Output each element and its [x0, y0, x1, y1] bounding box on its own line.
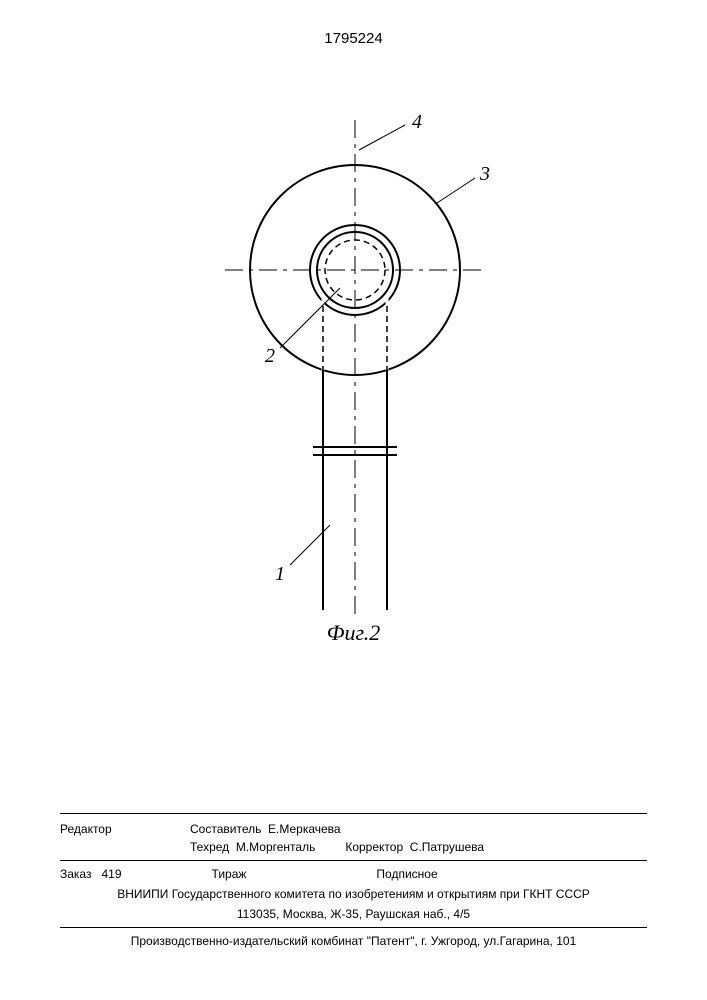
- footer-order: Заказ 419 Тираж Подписное ВНИИПИ Государ…: [60, 860, 647, 923]
- callout-1: 1: [275, 563, 285, 585]
- callout-4: 4: [412, 111, 422, 133]
- order: Заказ 419: [60, 865, 122, 883]
- order-label: Заказ: [60, 867, 91, 881]
- corrector: Корректор С.Патрушева: [345, 838, 484, 856]
- callout-2: 2: [265, 345, 275, 367]
- compiler: Составитель Е.Меркачева: [190, 820, 341, 838]
- corrector-name: С.Патрушева: [410, 840, 484, 854]
- figure-label: Фиг.2: [0, 620, 707, 646]
- podpisnoe: Подписное: [376, 865, 437, 883]
- leader-4: [359, 125, 405, 150]
- tirazh-label: Тираж: [212, 865, 247, 883]
- editor-label: Редактор: [60, 820, 160, 838]
- order-number: 419: [102, 867, 122, 881]
- address-line: 113035, Москва, Ж-35, Раушская наб., 4/5: [60, 905, 647, 923]
- patent-number: 1795224: [0, 30, 707, 47]
- callout-3: 3: [479, 163, 490, 185]
- corrector-label: Корректор: [345, 840, 403, 854]
- tehred-label: Техред: [190, 840, 229, 854]
- page: 1795224: [0, 0, 707, 1000]
- leader-3: [437, 178, 475, 203]
- vniipi-line: ВНИИПИ Государственного комитета по изоб…: [60, 885, 647, 903]
- leader-2: [280, 288, 340, 348]
- tehred: Техред М.Моргенталь: [190, 838, 315, 856]
- compiler-label: Составитель: [190, 822, 261, 836]
- footer: Редактор Составитель Е.Меркачева Техред …: [60, 813, 647, 950]
- footer-publisher: Производственно-издательский комбинат "П…: [60, 927, 647, 950]
- technical-diagram: 4 3 2 1: [150, 70, 550, 670]
- footer-credits: Редактор Составитель Е.Меркачева Техред …: [60, 813, 647, 856]
- tehred-name: М.Моргенталь: [236, 840, 316, 854]
- compiler-name: Е.Меркачева: [268, 822, 341, 836]
